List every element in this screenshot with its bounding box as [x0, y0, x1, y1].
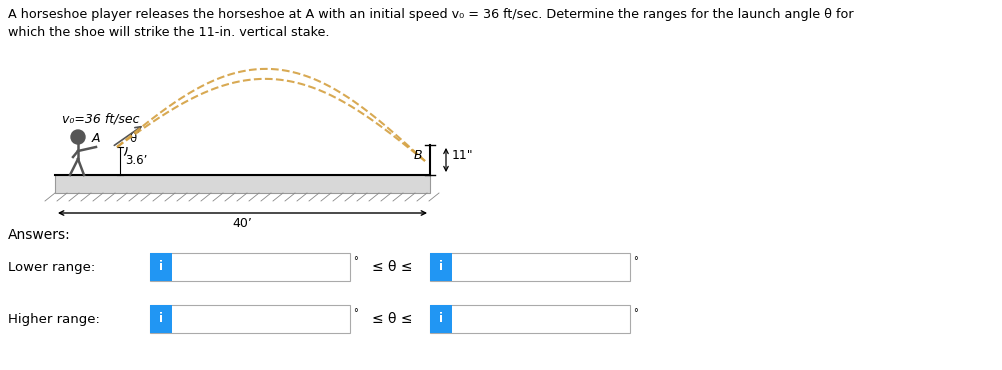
- Bar: [150, 253, 350, 281]
- Text: 3.6’: 3.6’: [125, 155, 147, 168]
- Text: which the shoe will strike the 11-in. vertical stake.: which the shoe will strike the 11-in. ve…: [8, 26, 330, 39]
- Text: °: °: [353, 308, 358, 318]
- Text: Lower range:: Lower range:: [8, 260, 95, 273]
- Text: i: i: [159, 260, 163, 273]
- Bar: [150, 305, 172, 333]
- Text: A horseshoe player releases the horseshoe at A with an initial speed v₀ = 36 ft/: A horseshoe player releases the horsesho…: [8, 8, 854, 21]
- Text: °: °: [633, 256, 637, 266]
- Text: i: i: [439, 313, 443, 326]
- Bar: [430, 305, 630, 333]
- Text: v₀=36 ft/sec: v₀=36 ft/sec: [62, 113, 139, 126]
- Bar: [430, 253, 452, 281]
- Text: 11": 11": [452, 149, 474, 162]
- Bar: [430, 253, 630, 281]
- Text: Answers:: Answers:: [8, 228, 71, 242]
- Text: A: A: [91, 132, 100, 145]
- Bar: [430, 305, 452, 333]
- Text: i: i: [159, 313, 163, 326]
- Circle shape: [71, 130, 85, 144]
- Text: 40’: 40’: [232, 217, 253, 230]
- Bar: [150, 305, 350, 333]
- Text: °: °: [353, 256, 358, 266]
- Text: B: B: [414, 149, 423, 162]
- Text: ≤ θ ≤: ≤ θ ≤: [372, 260, 413, 274]
- Text: θ: θ: [129, 132, 136, 145]
- Text: Higher range:: Higher range:: [8, 313, 100, 326]
- Text: ≤ θ ≤: ≤ θ ≤: [372, 312, 413, 326]
- Bar: [55, 175, 430, 193]
- Text: i: i: [439, 260, 443, 273]
- Text: °: °: [633, 308, 637, 318]
- Bar: [150, 253, 172, 281]
